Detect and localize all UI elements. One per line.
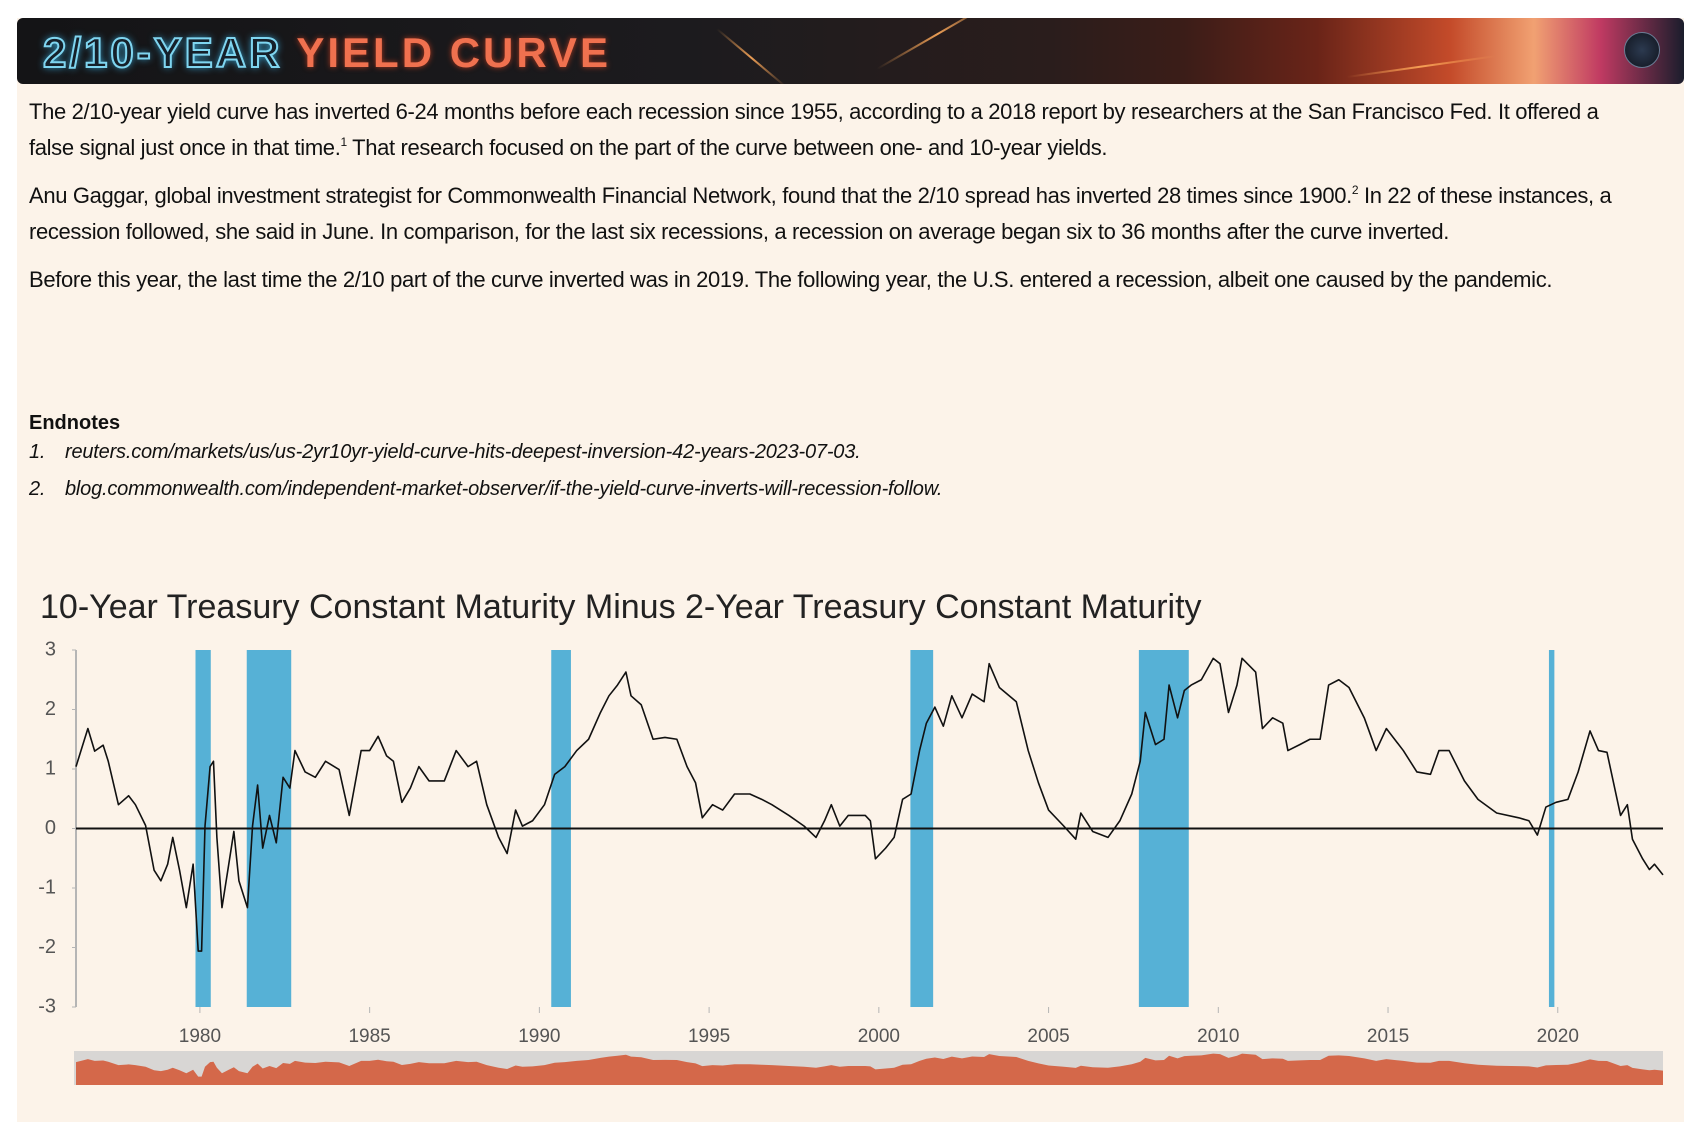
body-text: The 2/10-year yield curve has inverted 6…: [29, 94, 1619, 310]
x-tick-label: 1985: [348, 1026, 390, 1047]
decor: [876, 18, 999, 70]
title-part: 2/10-YEAR: [42, 28, 283, 77]
endnote-number: 1.: [29, 441, 46, 463]
x-tick-label: 1990: [518, 1026, 560, 1047]
x-tick-label: 1995: [688, 1026, 730, 1047]
footnote-ref: 2: [1351, 183, 1359, 197]
y-tick-label: -3: [38, 995, 56, 1017]
banner: 2/10-YEAR YIELD CURVE: [17, 18, 1684, 84]
y-tick-label: 0: [45, 817, 56, 839]
text: The 2/10-year yield curve has inverted 6…: [29, 99, 1599, 160]
x-tick-label: 2015: [1367, 1026, 1409, 1047]
banner-title: 2/10-YEAR YIELD CURVE: [42, 28, 611, 77]
endnote: 1. reuters.com/markets/us/us-2yr10yr-yiel…: [29, 441, 1619, 464]
y-tick-label: -1: [38, 876, 56, 898]
paragraph: Before this year, the last time the 2/10…: [29, 262, 1619, 298]
decor: [1346, 55, 1496, 78]
x-tick-label: 2000: [858, 1026, 900, 1047]
text: Anu Gaggar, global investment strategist…: [29, 183, 1352, 208]
y-tick-label: 3: [45, 638, 56, 660]
endnotes: Endnotes 1. reuters.com/markets/us/us-2yr…: [29, 412, 1619, 515]
x-tick-label: 2010: [1197, 1026, 1239, 1047]
title-part: YIELD CURVE: [296, 29, 611, 76]
chart: 10-Year Treasury Constant Maturity Minus…: [38, 588, 1664, 1085]
endnote-number: 2.: [29, 478, 46, 500]
endnotes-heading: Endnotes: [29, 412, 121, 434]
navigator-area: [76, 1053, 1663, 1085]
endnote: 2. blog.commonwealth.com/independent-mark…: [29, 478, 1619, 501]
text: Before this year, the last time the 2/10…: [29, 267, 1553, 292]
y-tick-label: 1: [45, 757, 56, 779]
y-tick-label: 2: [45, 698, 56, 720]
paragraph: The 2/10-year yield curve has inverted 6…: [29, 94, 1619, 166]
x-tick-label: 1980: [179, 1026, 221, 1047]
text: In 22 of these instances, a recession fo…: [29, 183, 1612, 244]
x-tick-label: 2020: [1537, 1026, 1579, 1047]
text: That research focused on the part of the…: [346, 135, 1108, 160]
sheet: 2/10-YEAR YIELD CURVE: [17, 18, 1684, 1122]
footnote-ref: 1: [340, 135, 347, 149]
endnote-text: blog.commonwealth.com/independent-market…: [65, 478, 943, 500]
y-tick-label: -2: [38, 936, 56, 958]
x-tick-label: 2005: [1027, 1026, 1069, 1047]
decor: [716, 28, 787, 84]
paragraph: Anu Gaggar, global investment strategist…: [29, 178, 1619, 250]
endnote-text: reuters.com/markets/us/us-2yr10yr-yield-…: [65, 441, 861, 463]
chart-title: 10-Year Treasury Constant Maturity Minus…: [40, 588, 1202, 626]
icon: [1624, 32, 1660, 68]
series-line: [75, 657, 1664, 952]
